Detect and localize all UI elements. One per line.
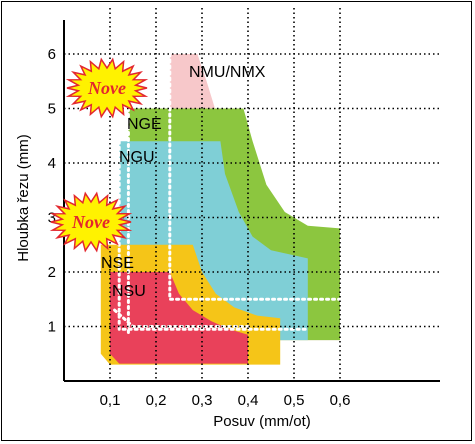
region-label-nse: NSE (101, 255, 134, 272)
x-tick-label: 0,1 (100, 392, 121, 409)
starburst-shape (65, 57, 149, 119)
new-badge-text: Nove (71, 212, 110, 232)
starburst-shape (49, 191, 133, 253)
region-label-nsu: NSU (112, 283, 146, 300)
y-tick-label: 4 (48, 155, 56, 172)
new-badge-text: Nove (87, 78, 126, 98)
new-badge: Nove (49, 191, 133, 253)
region-nsu (110, 272, 248, 364)
new-badge: Nove (65, 57, 149, 119)
grid-layer (64, 8, 440, 381)
y-tick-label: 6 (48, 46, 56, 63)
x-tick-label: 0,6 (330, 392, 351, 409)
y-axis-label: Hloubka řezu (mm) (15, 134, 32, 262)
x-tick-label: 0,4 (238, 392, 259, 409)
y-tick-label: 1 (48, 319, 56, 336)
axes-layer (63, 20, 440, 382)
region-label-nmu-nmx: NMU/NMX (189, 64, 266, 81)
x-tick-label: 0,5 (284, 392, 305, 409)
y-tick-label: 5 (48, 101, 56, 118)
x-axis-label: Posuv (mm/ot) (213, 413, 311, 430)
white-dotted-line (117, 139, 310, 331)
white-dotted-line (168, 52, 342, 301)
x-tick-label: 0,2 (146, 392, 167, 409)
tick-labels: 0,1 0,2 0,3 0,4 0,5 0,6 1 2 3 4 5 6 (48, 46, 351, 409)
region-label-nge: NGE (127, 116, 162, 133)
new-badges: Nove Nove (49, 57, 149, 253)
x-tick-label: 0,3 (192, 392, 213, 409)
region-labels: NMU/NMX NGE NGU NSE NSU (101, 64, 266, 300)
regions-layer (100, 54, 340, 365)
y-tick-label: 3 (48, 210, 56, 227)
region-label-ngu: NGU (119, 149, 155, 166)
y-tick-label: 2 (48, 264, 56, 281)
